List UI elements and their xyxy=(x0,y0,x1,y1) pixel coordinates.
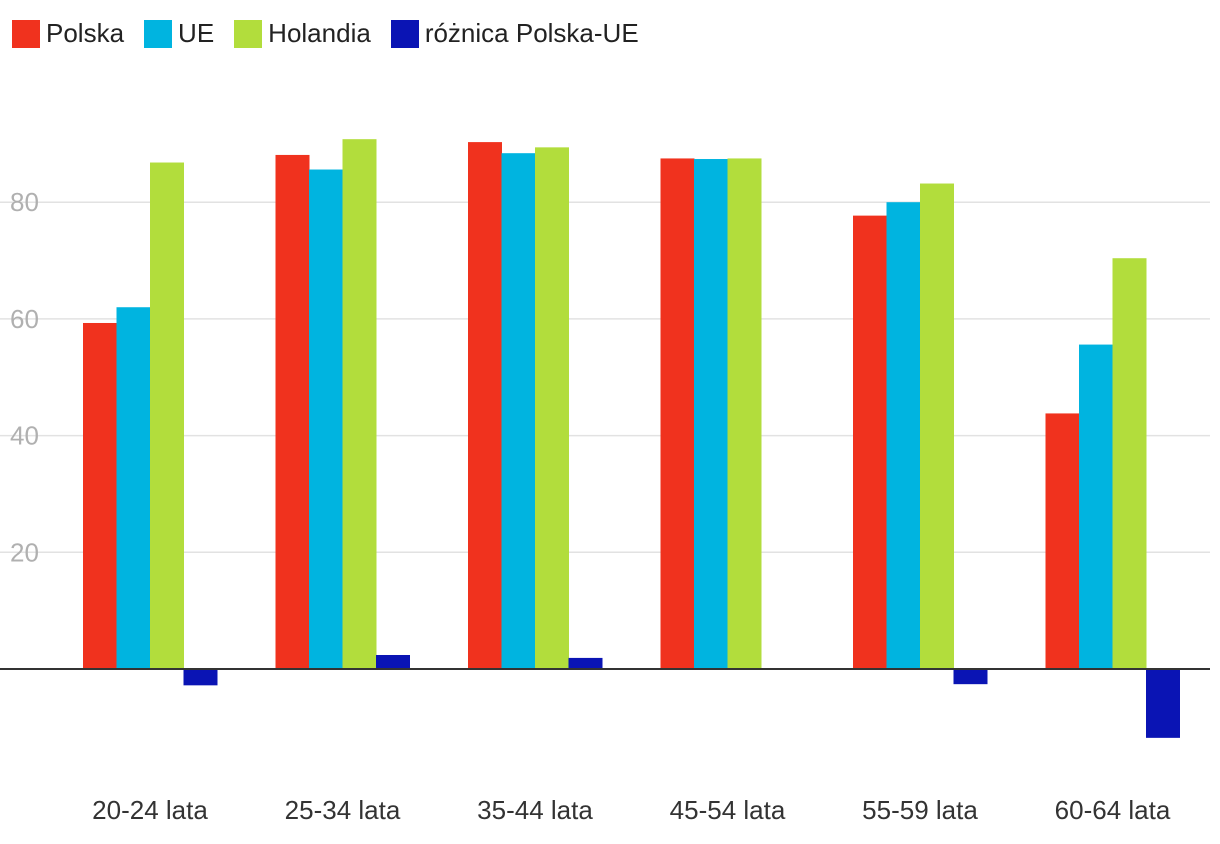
x-category-label: 25-34 lata xyxy=(285,795,401,825)
bar-holandia-25-34-lata xyxy=(342,139,377,669)
y-tick-label: 40 xyxy=(10,421,39,451)
bar-polska-45-54-lata xyxy=(660,158,695,669)
bar-ue-55-59-lata xyxy=(886,202,921,669)
gridlines xyxy=(0,201,1210,554)
bar-ue-35-44-lata xyxy=(501,153,536,669)
bar-roznica-55-59-lata xyxy=(953,669,988,685)
y-tick-label: 60 xyxy=(10,304,39,334)
legend-label-ue: UE xyxy=(178,18,215,48)
x-category-label: 45-54 lata xyxy=(670,795,786,825)
legend-swatch-holandia xyxy=(234,19,263,48)
y-tick-label: 80 xyxy=(10,187,39,217)
legend-swatch-ue xyxy=(144,19,173,48)
bar-holandia-60-64-lata xyxy=(1112,258,1147,669)
legend-swatch-roznica xyxy=(390,19,419,48)
bar-polska-55-59-lata xyxy=(853,215,887,670)
x-category-label: 20-24 lata xyxy=(92,795,208,825)
bar-ue-45-54-lata xyxy=(694,159,728,669)
bar-roznica-25-34-lata xyxy=(376,654,410,669)
bar-polska-20-24-lata xyxy=(83,322,117,669)
bar-roznica-20-24-lata xyxy=(183,669,218,686)
bar-polska-60-64-lata xyxy=(1045,413,1080,669)
x-axis-categories: 20-24 lata 25-34 lata 35-44 lata 45-54 lata… xyxy=(92,795,1171,825)
bars xyxy=(83,139,1180,738)
bar-ue-25-34-lata xyxy=(309,169,343,670)
legend-label-polska: Polska xyxy=(46,18,125,48)
legend-item-ue: UE xyxy=(144,18,214,49)
legend-item-holandia: Holandia xyxy=(234,18,371,49)
bar-holandia-45-54-lata xyxy=(727,158,762,669)
bar-holandia-35-44-lata xyxy=(535,147,569,669)
legend: Polska UE Holandia różnica Polska-UE xyxy=(12,18,659,49)
legend-label-roznica: różnica Polska-UE xyxy=(424,18,639,48)
legend-item-polska: Polska xyxy=(12,18,124,49)
bar-polska-35-44-lata xyxy=(468,142,502,670)
bar-holandia-55-59-lata xyxy=(920,183,954,669)
legend-swatch-polska xyxy=(12,19,40,48)
bar-holandia-20-24-lata xyxy=(150,162,184,669)
y-tick-label: 20 xyxy=(10,537,39,567)
legend-label-holandia: Holandia xyxy=(268,18,371,48)
bar-roznica-60-64-lata xyxy=(1146,669,1180,738)
bar-ue-60-64-lata xyxy=(1079,344,1113,669)
bar-ue-20-24-lata xyxy=(116,307,151,669)
y-axis-ticks: 20 40 60 80 xyxy=(10,187,39,567)
bar-roznica-35-44-lata xyxy=(568,657,603,669)
x-category-label: 60-64 lata xyxy=(1055,795,1171,825)
x-category-label: 35-44 lata xyxy=(477,795,593,825)
legend-item-roznica: różnica Polska-UE xyxy=(390,18,639,49)
x-category-label: 55-59 lata xyxy=(862,795,978,825)
bar-polska-25-34-lata xyxy=(275,154,310,669)
